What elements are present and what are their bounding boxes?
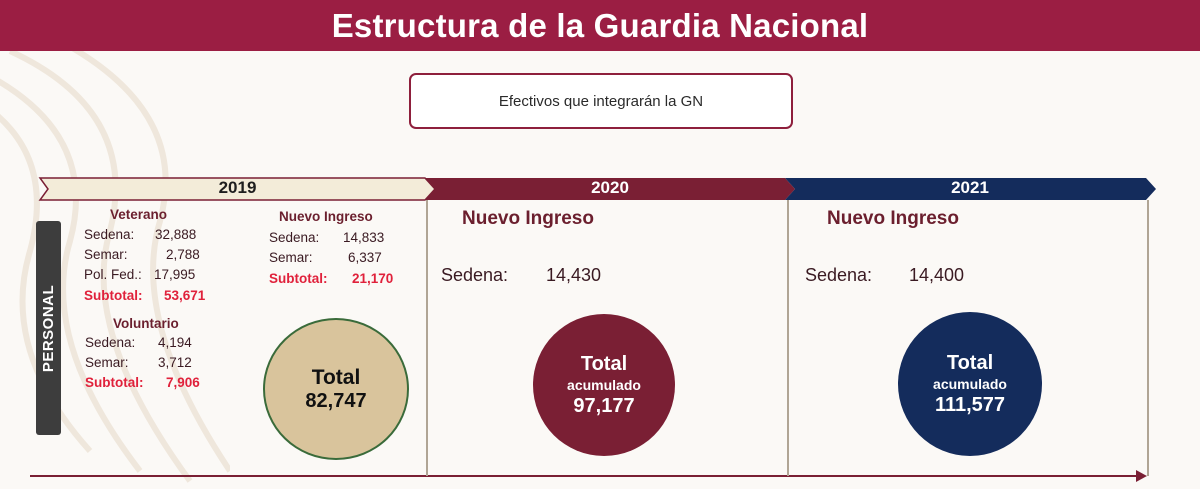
total-2021-label: Total: [946, 351, 994, 374]
year-2020-label: 2020: [591, 178, 629, 197]
total-2019-label: Total: [311, 365, 361, 389]
veterano-subtotal-label: Subtotal:: [84, 288, 143, 303]
veterano-semar-value: 2,788: [166, 247, 200, 262]
divider-end: [1147, 200, 1149, 476]
total-2021-circle: Total acumulado 111,577: [898, 312, 1042, 456]
year-2020-arrow: [425, 178, 795, 200]
veterano-subtotal-value: 53,671: [164, 288, 206, 303]
total-2021-value: 111,577: [934, 393, 1006, 416]
year-2021-arrow: [785, 178, 1156, 200]
veterano-sedena-value: 32,888: [155, 227, 197, 242]
nuevo-ingreso-2021-heading: Nuevo Ingreso: [827, 208, 959, 229]
voluntario-subtotal-label: Subtotal:: [85, 375, 144, 390]
veterano-polfed-label: Pol. Fed.:: [84, 267, 142, 282]
nuevo-ingreso-2019-semar-label: Semar:: [269, 250, 313, 265]
nuevo-ingreso-2019-sedena-value: 14,833: [343, 230, 385, 245]
sedena-2020-value: 14,430: [546, 265, 602, 285]
total-2019-value: 82,747: [305, 389, 367, 412]
veterano-polfed-value: 17,995: [154, 267, 196, 282]
voluntario-heading: Voluntario: [113, 316, 179, 331]
subtitle: Efectivos que integrarán la GN: [498, 92, 704, 110]
total-2020-label: Total: [580, 352, 628, 375]
voluntario-semar-value: 3,712: [158, 355, 192, 370]
nuevo-ingreso-2019-subtotal-value: 21,170: [352, 271, 394, 286]
total-2021-sublabel: acumulado: [933, 375, 1007, 392]
nuevo-ingreso-2019-heading: Nuevo Ingreso: [279, 209, 373, 224]
voluntario-sedena-value: 4,194: [158, 335, 192, 350]
voluntario-sedena-label: Sedena:: [85, 335, 136, 350]
veterano-sedena-label: Sedena:: [84, 227, 135, 242]
nuevo-ingreso-2019-sedena-label: Sedena:: [269, 230, 320, 245]
personal-side-bar: PERSONAL: [36, 221, 61, 435]
total-2020-circle: Total acumulado 97,177: [533, 314, 675, 456]
divider-2021: [787, 200, 789, 476]
title-banner: Estructura de la Guardia Nacional: [0, 0, 1200, 51]
divider-2020: [426, 200, 428, 476]
personal-label: PERSONAL: [40, 284, 57, 372]
page-title: Estructura de la Guardia Nacional: [331, 6, 869, 44]
veterano-heading: Veterano: [110, 207, 168, 222]
nuevo-ingreso-2019-semar-value: 6,337: [348, 250, 382, 265]
veterano-semar-label: Semar:: [84, 247, 128, 262]
subtitle-box: Efectivos que integrarán la GN: [409, 73, 793, 129]
sedena-2021-label: Sedena:: [805, 265, 873, 285]
voluntario-subtotal-value: 7,906: [166, 375, 200, 390]
timeline-arrowhead: [1136, 470, 1147, 482]
sedena-2021-value: 14,400: [909, 265, 965, 285]
nuevo-ingreso-2019-subtotal-label: Subtotal:: [269, 271, 328, 286]
year-2019-label: 2019: [218, 178, 257, 197]
total-2020-sublabel: acumulado: [567, 376, 641, 393]
total-2020-value: 97,177: [573, 394, 635, 417]
year-2021-label: 2021: [951, 178, 989, 197]
voluntario-semar-label: Semar:: [85, 355, 129, 370]
sedena-2020-label: Sedena:: [441, 265, 509, 285]
total-2019-circle: Total 82,747: [263, 318, 409, 460]
nuevo-ingreso-2020-heading: Nuevo Ingreso: [462, 208, 594, 229]
